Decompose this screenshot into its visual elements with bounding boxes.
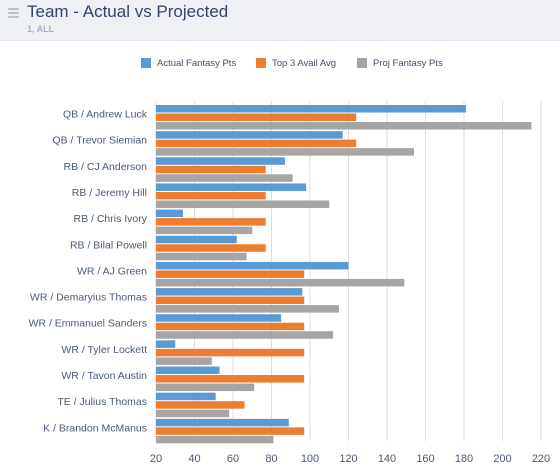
bar-proj-fantasy-pts-rb-jeremy-hill	[156, 200, 330, 208]
x-tick-label: 20	[150, 453, 162, 465]
bar-actual-fantasy-pts-rb-chris-ivory	[156, 209, 183, 218]
bar-actual-fantasy-pts-wr-demaryius-thomas	[156, 288, 303, 296]
x-tick-label: 120	[339, 453, 357, 465]
bar-proj-fantasy-pts-rb-chris-ivory	[156, 226, 253, 235]
bar-proj-fantasy-pts-wr-demaryius-thomas	[156, 305, 339, 313]
bar-actual-fantasy-pts-wr-emmanuel-sanders	[156, 314, 282, 322]
legend-label-proj-fantasy-pts: Proj Fantasy Pts	[373, 58, 443, 69]
legend-swatch-actual-fantasy-pts	[141, 58, 151, 68]
bar-proj-fantasy-pts-rb-bilal-powell	[156, 252, 247, 261]
bar-top-3-avail-avg-rb-cj-anderson	[156, 165, 266, 174]
category-label-wr-aj-green: WR / AJ Green	[77, 265, 147, 277]
legend-swatch-top-3-avail-avg	[256, 58, 266, 68]
bar-actual-fantasy-pts-te-julius-thomas	[156, 392, 216, 401]
x-tick-label: 40	[188, 453, 200, 465]
category-label-qb-andrew-luck: QB / Andrew Luck	[63, 109, 148, 121]
bar-proj-fantasy-pts-te-julius-thomas	[156, 409, 230, 418]
category-label-rb-cj-anderson: RB / CJ Anderson	[64, 161, 148, 173]
bar-top-3-avail-avg-rb-bilal-powell	[156, 244, 266, 252]
x-tick-label: 60	[227, 453, 239, 465]
bar-proj-fantasy-pts-wr-tavon-austin	[156, 383, 255, 392]
bar-proj-fantasy-pts-wr-tyler-lockett	[156, 357, 212, 365]
bar-proj-fantasy-pts-wr-aj-green	[156, 278, 405, 287]
bar-top-3-avail-avg-wr-emmanuel-sanders	[156, 322, 305, 331]
page-title: Team - Actual vs Projected	[27, 2, 229, 21]
category-label-rb-jeremy-hill: RB / Jeremy Hill	[72, 187, 147, 199]
bar-top-3-avail-avg-qb-andrew-luck	[156, 113, 357, 121]
bar-top-3-avail-avg-wr-tyler-lockett	[156, 348, 305, 357]
bar-proj-fantasy-pts-rb-cj-anderson	[156, 174, 293, 182]
bar-actual-fantasy-pts-rb-bilal-powell	[156, 235, 237, 244]
category-label-wr-tyler-lockett: WR / Tyler Lockett	[61, 344, 147, 356]
report-header: Team - Actual vs Projected 1, ALL	[0, 0, 560, 41]
chart-bars	[156, 105, 532, 444]
legend-label-actual-fantasy-pts: Actual Fantasy Pts	[157, 58, 236, 69]
bar-proj-fantasy-pts-qb-trevor-siemian	[156, 148, 414, 156]
x-tick-label: 140	[378, 453, 396, 465]
category-label-qb-trevor-siemian: QB / Trevor Siemian	[52, 135, 147, 147]
bar-proj-fantasy-pts-qb-andrew-luck	[156, 122, 532, 130]
bar-top-3-avail-avg-qb-trevor-siemian	[156, 139, 357, 148]
category-label-te-julius-thomas: TE / Julius Thomas	[57, 396, 147, 408]
category-labels: QB / Andrew Luck QB / Trevor Siemian RB / …	[29, 109, 148, 435]
bar-top-3-avail-avg-wr-tavon-austin	[156, 375, 305, 383]
category-label-wr-demaryius-thomas: WR / Demaryius Thomas	[30, 292, 147, 304]
bar-proj-fantasy-pts-k-brandon-mcmanus	[156, 435, 274, 444]
x-axis-ticks: 20 40 60 80 100 120 140 160 180 200 220	[150, 453, 550, 465]
bar-actual-fantasy-pts-rb-cj-anderson	[156, 157, 285, 165]
bar-actual-fantasy-pts-k-brandon-mcmanus	[156, 418, 289, 427]
chart-legend: Actual Fantasy Pts Top 3 Avail Avg Proj Fa…	[141, 58, 443, 69]
legend-swatch-proj-fantasy-pts	[357, 58, 367, 68]
x-tick-label: 200	[493, 453, 511, 465]
bar-actual-fantasy-pts-qb-trevor-siemian	[156, 131, 343, 139]
bar-top-3-avail-avg-te-julius-thomas	[156, 401, 245, 409]
bar-top-3-avail-avg-rb-chris-ivory	[156, 218, 266, 226]
category-label-rb-bilal-powell: RB / Bilal Powell	[70, 239, 147, 251]
x-tick-label: 180	[455, 453, 473, 465]
bar-top-3-avail-avg-wr-aj-green	[156, 270, 305, 278]
team-bar-chart: Actual Fantasy Pts Top 3 Avail Avg Proj Fa…	[29, 58, 550, 465]
bar-top-3-avail-avg-wr-demaryius-thomas	[156, 296, 305, 305]
x-tick-label: 160	[416, 453, 434, 465]
bar-actual-fantasy-pts-qb-andrew-luck	[156, 105, 466, 113]
bar-actual-fantasy-pts-wr-tavon-austin	[156, 366, 220, 375]
x-tick-label: 220	[532, 453, 550, 465]
bar-actual-fantasy-pts-rb-jeremy-hill	[156, 183, 307, 191]
category-label-k-brandon-mcmanus: K / Brandon McManus	[43, 422, 147, 434]
category-label-rb-chris-ivory: RB / Chris Ivory	[73, 213, 147, 225]
category-label-wr-tavon-austin: WR / Tavon Austin	[61, 370, 147, 382]
bar-actual-fantasy-pts-wr-tyler-lockett	[156, 340, 176, 348]
hamburger-menu-icon[interactable]	[8, 8, 19, 18]
bar-top-3-avail-avg-k-brandon-mcmanus	[156, 427, 305, 435]
bar-actual-fantasy-pts-wr-aj-green	[156, 261, 349, 270]
page-subtitle: 1, ALL	[27, 24, 55, 34]
legend-label-top-3-avail-avg: Top 3 Avail Avg	[272, 58, 336, 69]
x-tick-label: 80	[265, 453, 277, 465]
category-label-wr-emmanuel-sanders: WR / Emmanuel Sanders	[29, 318, 147, 330]
bar-top-3-avail-avg-rb-jeremy-hill	[156, 191, 266, 200]
x-tick-label: 100	[301, 453, 319, 465]
bar-proj-fantasy-pts-wr-emmanuel-sanders	[156, 331, 334, 339]
